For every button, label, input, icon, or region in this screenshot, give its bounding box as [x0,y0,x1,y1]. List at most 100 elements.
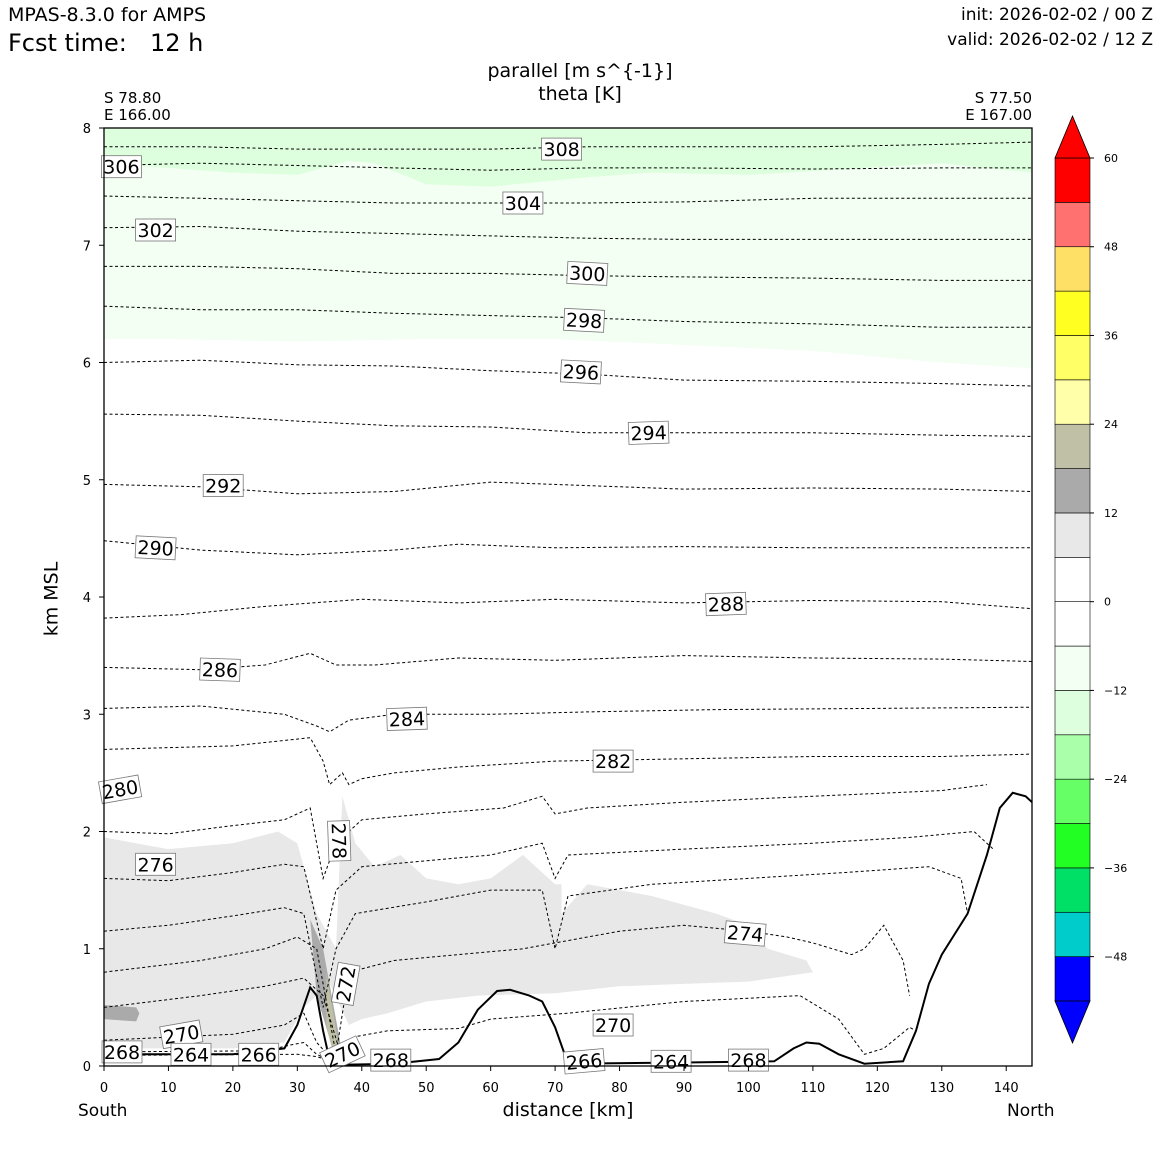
colorbar-segment [1054,911,1091,957]
contour-label-box [502,191,544,215]
contour-label-box [134,535,177,561]
colorbar-segment [1054,157,1091,203]
fill-region-tan [326,972,340,1061]
end-lat: S 77.50 [974,89,1032,107]
colorbar-segment [1054,290,1091,336]
contour-label-text: 266 [241,1044,277,1066]
contour-label-290: 290 [134,535,177,561]
contour-label-box [386,706,428,732]
isentrope-292 [104,481,1032,495]
isentrope-280 [104,784,987,881]
isentrope-300 [104,265,1032,281]
contour-label-box [170,1042,212,1066]
contour-label-264: 264 [170,1042,212,1066]
contour-label-text: 288 [707,593,744,616]
contour-label-box [98,774,143,805]
colorbar-max-extension [1054,114,1091,159]
colorbar-segment [1054,956,1091,1002]
colorbar-segment [1054,867,1091,913]
isentrope-272 [104,977,917,1062]
contour-label-text: 274 [726,922,764,947]
colorbar-segment [1054,823,1091,869]
x-tick-label: 80 [611,1081,628,1096]
y-tick-label: 6 [83,357,91,372]
contour-label-box [135,218,177,242]
fill-region-grey-small [104,1005,140,1022]
y-tick-label: 8 [83,122,91,137]
contour-label-text: 296 [562,361,599,385]
x-tick-label: 40 [354,1081,371,1096]
colorbar-segment [1054,468,1091,514]
colorbar-tick-label: 12 [1104,507,1118,520]
contour-label-text: 294 [630,422,667,445]
contour-label-text: 284 [388,708,425,731]
isentrope-306 [104,162,1032,171]
contour-label-text: 306 [103,157,139,179]
contour-label-text: 290 [137,537,174,561]
colorbar-tick-label: 36 [1104,329,1118,342]
y-tick-label: 5 [83,474,91,489]
colorbar-segment [1054,778,1091,824]
contour-label-text: 268 [104,1042,140,1064]
isentrope-288 [104,598,1032,619]
contour-label-276: 276 [135,852,177,876]
contour-label-text: 286 [201,659,238,682]
isentrope-296 [104,359,1032,387]
contour-label-288: 288 [705,591,747,617]
isentrope-302 [104,225,1032,240]
contour-label-300: 300 [566,260,609,286]
contour-label-280: 280 [98,774,143,805]
contour-label-286: 286 [199,657,241,682]
contour-label-274: 274 [723,920,767,947]
isentrope-270 [104,1012,337,1065]
contour-label-text: 300 [569,262,606,286]
start-lat: S 78.80 [104,89,162,107]
contour-label-284: 284 [386,706,428,732]
contour-label-text: 264 [173,1044,209,1066]
contour-label-text: 298 [565,309,602,333]
contour-label-box [541,137,582,161]
contour-label-306: 306 [101,155,142,179]
colorbar-segment [1054,734,1091,780]
contour-label-box [330,961,361,1006]
isentrope-284 [104,705,1032,733]
start-lon: E 166.00 [104,106,171,124]
colorbar-tick-label: 24 [1104,418,1118,431]
x-tick-label: 100 [736,1081,761,1096]
colorbar-tick-label: −24 [1104,773,1127,786]
x-tick-label: 10 [160,1081,177,1096]
contour-label-box [563,307,606,333]
model-title: MPAS-8.3.0 for AMPS [8,4,207,26]
y-tick-label: 1 [83,943,91,958]
fill-region-light-green [104,128,1032,369]
contour-label-296: 296 [559,359,602,385]
contour-label-270: 270 [159,1019,204,1049]
contour-label-text: 268 [373,1050,409,1072]
colorbar-tick-label: 48 [1104,241,1118,254]
colorbar-segment [1054,423,1091,469]
contour-label-282: 282 [592,749,634,773]
contour-label-272: 272 [330,961,361,1006]
x-tick-label: 130 [929,1081,954,1096]
isentrope-282 [104,737,1032,786]
contour-label-text: 278 [327,822,350,859]
contour-label-box [562,1048,606,1075]
contour-label-box [327,820,352,862]
y-tick-label: 3 [83,708,91,723]
south-label: South [78,1101,128,1121]
colorbar-min-extension [1054,1000,1091,1045]
colorbar-segment [1054,601,1091,647]
contour-label-text: 270 [595,1015,631,1037]
x-tick-label: 70 [547,1081,564,1096]
colorbar-tick-label: −12 [1104,684,1127,697]
x-tick-label: 110 [800,1081,825,1096]
contour-label-268: 268 [370,1048,412,1072]
north-label: North [1007,1101,1055,1121]
contour-label-box [238,1042,280,1066]
isentrope-308 [104,141,1032,150]
isentrope-290 [104,540,1032,556]
colorbar-segment [1054,379,1091,425]
colorbar-tick-label: 0 [1104,596,1111,609]
contour-label-text: 292 [205,476,241,498]
contour-label-298: 298 [563,307,606,333]
